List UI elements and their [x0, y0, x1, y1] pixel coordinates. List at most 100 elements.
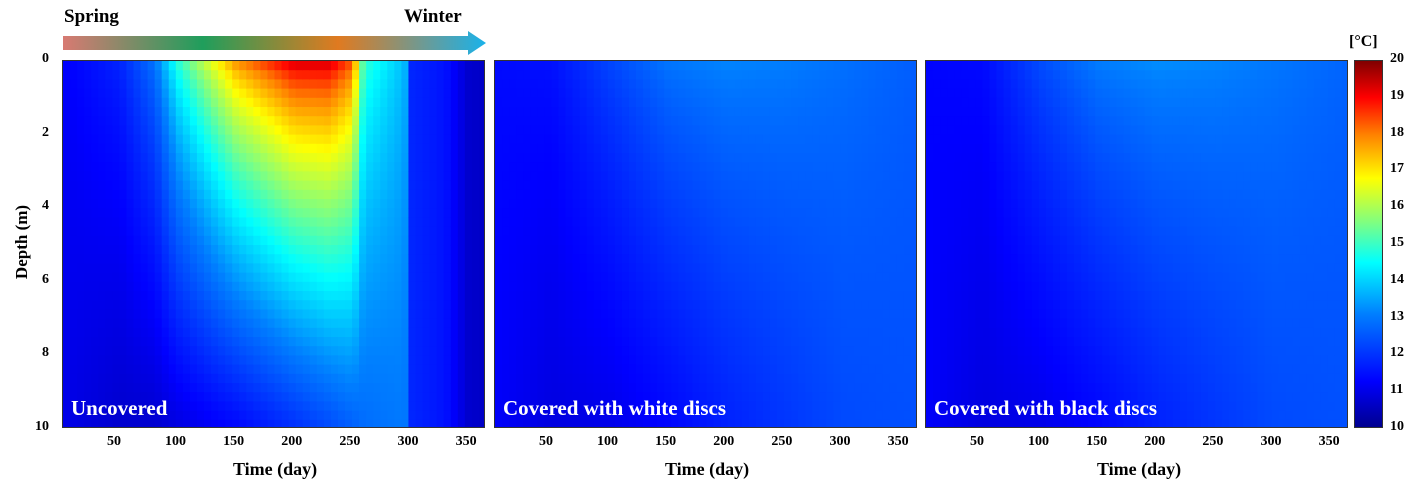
heatmap-cell — [678, 180, 686, 191]
heatmap-cell — [196, 180, 205, 191]
heatmap-cell — [882, 383, 891, 393]
heatmap-cell — [586, 153, 595, 163]
heatmap-cell — [246, 143, 254, 154]
heatmap-cell — [650, 199, 658, 209]
heatmap-cell — [784, 281, 792, 292]
heatmap-cell — [288, 245, 297, 255]
heatmap-cell — [516, 337, 524, 347]
heatmap-cell — [875, 162, 884, 172]
heatmap-cell — [77, 281, 85, 292]
heatmap-cell — [889, 410, 898, 421]
heatmap-cell — [330, 401, 339, 412]
heatmap-cell — [755, 327, 764, 338]
heatmap-cell — [168, 171, 177, 182]
heatmap-cell — [741, 318, 750, 329]
heatmap-cell — [896, 383, 905, 393]
heatmap-cell — [119, 88, 128, 99]
heatmap-cell — [833, 419, 842, 427]
heatmap-cell — [98, 272, 106, 283]
heatmap-cell — [734, 208, 743, 218]
heatmap-cell — [464, 383, 473, 393]
heatmap-cell — [706, 272, 715, 283]
heatmap-cell — [239, 217, 247, 228]
heatmap-cell — [875, 180, 884, 191]
heatmap-cell — [720, 171, 729, 182]
heatmap-cell — [140, 355, 149, 366]
heatmap-cell — [847, 226, 856, 237]
heatmap-cell — [168, 327, 177, 338]
heatmap-cell — [366, 410, 374, 421]
heatmap-cell — [168, 254, 177, 264]
heatmap-cell — [614, 153, 623, 163]
heatmap-cell — [394, 327, 402, 338]
heatmap-cell — [246, 355, 254, 366]
heatmap-cell — [678, 245, 686, 255]
heatmap-cell — [443, 318, 452, 329]
heatmap-cell — [105, 107, 113, 117]
heatmap-cell — [903, 143, 912, 154]
heatmap-cell — [551, 392, 560, 402]
heatmap-cell — [239, 254, 247, 264]
heatmap-cell — [926, 208, 934, 218]
heatmap-cell — [316, 208, 325, 218]
heatmap-cell — [415, 235, 424, 246]
heatmap-cell — [443, 392, 452, 402]
heatmap-cell — [415, 97, 424, 108]
heatmap-cell — [281, 125, 290, 136]
heatmap-cell — [657, 199, 665, 209]
heatmap-cell — [685, 281, 693, 292]
heatmap-cell — [954, 226, 962, 237]
heatmap-cell — [678, 116, 686, 126]
heatmap-cell — [408, 373, 417, 384]
heatmap-cell — [537, 61, 545, 71]
heatmap-cell — [408, 134, 417, 145]
heatmap-cell — [777, 162, 785, 172]
season-arrow — [63, 31, 486, 55]
heatmap-cell — [636, 217, 644, 228]
heatmap-cell — [607, 189, 616, 200]
heatmap-cell — [607, 291, 616, 301]
heatmap-cell — [232, 401, 240, 412]
heatmap-cell — [720, 281, 729, 292]
heatmap-cell — [337, 88, 346, 99]
heatmap-cell — [558, 107, 567, 117]
heatmap-cell — [699, 226, 708, 237]
heatmap-cell — [572, 79, 581, 90]
heatmap-cell — [565, 226, 574, 237]
heatmap-cell — [401, 281, 410, 292]
heatmap-cell — [678, 107, 686, 117]
heatmap-cell — [295, 327, 304, 338]
heatmap-cell — [882, 134, 891, 145]
heatmap-cell — [826, 401, 834, 412]
heatmap-cell — [762, 309, 771, 320]
heatmap-cell — [394, 364, 402, 375]
heatmap-cell — [457, 134, 466, 145]
heatmap-cell — [699, 355, 708, 366]
heatmap-cell — [713, 401, 722, 412]
heatmap-cell — [664, 88, 672, 99]
heatmap-cell — [805, 199, 813, 209]
heatmap-cell — [246, 88, 254, 99]
heatmap-cell — [854, 180, 863, 191]
heatmap-cell — [713, 392, 722, 402]
heatmap-cell — [847, 217, 856, 228]
heatmap-cell — [896, 291, 905, 301]
heatmap-cell — [671, 410, 679, 421]
heatmap-cell — [464, 392, 473, 402]
heatmap-cell — [947, 373, 955, 384]
heatmap-cell — [105, 337, 113, 347]
heatmap-cell — [621, 364, 630, 375]
heatmap-cell — [678, 88, 686, 99]
heatmap-cell — [495, 97, 503, 108]
heatmap-cell — [429, 281, 438, 292]
heatmap-cell — [175, 162, 184, 172]
heatmap-cell — [954, 97, 962, 108]
heatmap-cell — [502, 410, 510, 421]
heatmap-cell — [394, 410, 402, 421]
heatmap-cell — [189, 79, 198, 90]
heatmap-cell — [91, 189, 99, 200]
heatmap-cell — [450, 419, 459, 427]
heatmap-cell — [204, 373, 212, 384]
heatmap-cell — [309, 70, 318, 80]
heatmap-cell — [777, 410, 785, 421]
